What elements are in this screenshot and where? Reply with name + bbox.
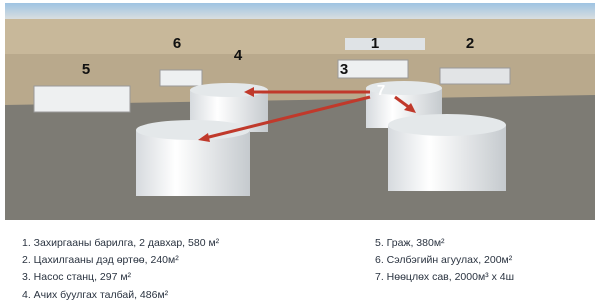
legend: 1. Захиргааны барилга, 2 давхар, 580 м² … [22,237,514,301]
marker: 5 [82,61,90,78]
building [160,70,202,86]
building [440,68,510,84]
marker: 1 [371,35,379,52]
legend-item: 7. Нөөцлөх сав, 2000м³ x 4ш [375,271,514,283]
marker: 3 [340,61,348,78]
legend-item: 1. Захиргааны барилга, 2 давхар, 580 м² [22,237,220,249]
building [338,60,408,78]
marker: 2 [466,35,474,52]
building [345,38,425,50]
legend-item: 2. Цахилгааны дэд өртөө, 240м² [22,254,179,266]
marker: 7 [377,82,385,99]
legend-item: 5. Граж, 380м² [375,237,445,249]
page: 1 2 3 4 5 6 7 1. Захиргааны барилга, 2 д… [0,0,598,302]
legend-item: 4. Ачих буулгах талбай, 486м² [22,289,169,301]
tank [388,114,506,191]
slide: 1 2 3 4 5 6 7 1. Захиргааны барилга, 2 д… [0,0,598,302]
marker: 6 [173,35,181,52]
building [34,86,130,112]
sky [5,3,595,19]
marker: 4 [234,47,243,64]
legend-item: 3. Насос станц, 297 м² [22,271,132,283]
far-field [5,19,595,54]
legend-item: 6. Сэлбэгийн агуулах, 200м² [375,254,513,266]
photo: 1 2 3 4 5 6 7 [5,3,595,220]
